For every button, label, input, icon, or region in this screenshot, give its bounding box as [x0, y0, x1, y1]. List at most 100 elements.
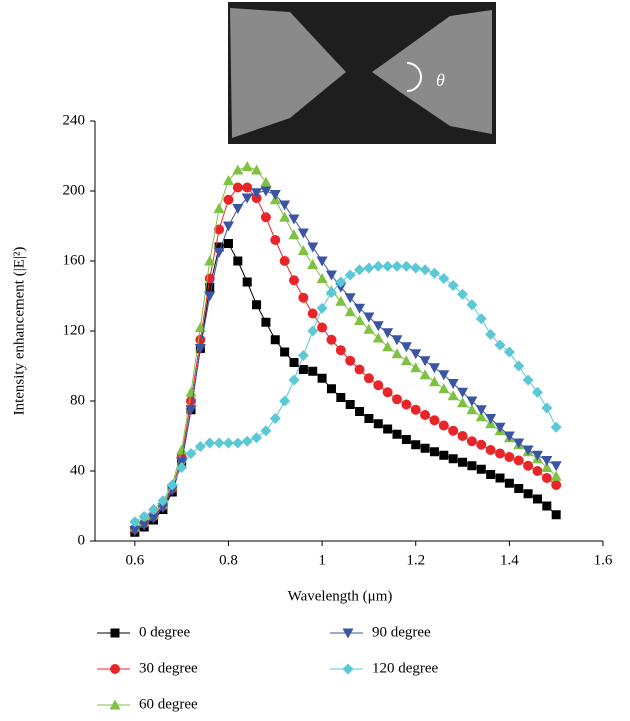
marker — [475, 405, 487, 416]
y-tick-label: 40 — [70, 462, 85, 478]
marker — [166, 485, 178, 496]
marker — [541, 456, 553, 466]
marker — [129, 526, 141, 536]
marker — [485, 445, 496, 455]
marker — [391, 348, 403, 359]
marker — [241, 435, 253, 447]
legend-label: 120 degree — [372, 660, 439, 676]
y-axis-label: Intensity enhancement (|E|²) — [11, 247, 27, 416]
marker — [279, 211, 291, 222]
marker — [475, 313, 487, 325]
marker — [550, 470, 562, 481]
marker — [503, 346, 515, 358]
marker — [363, 323, 375, 334]
marker — [280, 347, 290, 357]
marker — [345, 400, 355, 409]
marker — [550, 421, 562, 433]
marker — [232, 182, 243, 193]
marker — [222, 221, 234, 232]
marker — [458, 457, 468, 467]
marker — [308, 366, 318, 376]
marker — [551, 480, 562, 490]
marker — [419, 356, 431, 367]
marker — [157, 503, 169, 514]
marker — [251, 164, 263, 175]
marker — [485, 414, 497, 424]
marker — [261, 317, 271, 327]
left-triangle — [230, 8, 346, 138]
marker — [260, 212, 271, 223]
legend-item: 30 degree — [97, 660, 198, 676]
marker — [288, 374, 300, 386]
marker — [522, 374, 534, 386]
marker — [185, 386, 197, 397]
marker — [438, 370, 450, 381]
marker — [392, 394, 402, 405]
marker — [400, 342, 412, 353]
marker — [382, 328, 394, 339]
marker — [495, 473, 505, 483]
marker — [232, 204, 244, 214]
marker — [307, 242, 319, 253]
marker — [344, 306, 356, 317]
x-axis-label: Wavelength (μm) — [288, 588, 393, 604]
marker — [213, 247, 225, 258]
marker — [382, 260, 394, 272]
marker — [307, 308, 318, 319]
marker — [475, 411, 487, 422]
marker — [297, 350, 309, 361]
marker — [260, 186, 272, 197]
marker — [428, 376, 440, 387]
marker — [495, 448, 505, 459]
marker — [494, 339, 506, 351]
marker — [335, 295, 347, 306]
marker — [382, 387, 393, 398]
marker — [354, 303, 366, 314]
series-line — [134, 242, 557, 533]
marker — [400, 355, 412, 366]
legend-label: 0 degree — [139, 624, 191, 640]
marker — [325, 270, 337, 281]
marker — [251, 188, 263, 199]
marker — [194, 344, 206, 354]
marker — [523, 489, 533, 499]
legend-item: 60 degree — [97, 696, 198, 712]
marker — [401, 399, 412, 410]
marker — [541, 402, 553, 414]
legend-label: 30 degree — [139, 660, 198, 676]
marker — [242, 277, 252, 287]
marker — [410, 349, 422, 360]
marker — [439, 450, 449, 460]
marker — [342, 628, 354, 639]
marker — [466, 436, 477, 447]
marker — [466, 404, 478, 415]
marker — [260, 425, 272, 437]
marker — [466, 396, 478, 407]
legend-item: 90 degree — [330, 624, 431, 640]
marker — [428, 267, 440, 279]
legend-label: 90 degree — [372, 624, 431, 640]
marker — [138, 520, 150, 531]
x-tick-label: 1.2 — [406, 552, 425, 568]
marker — [457, 431, 468, 441]
marker — [316, 302, 328, 314]
marker — [223, 194, 234, 205]
marker — [383, 424, 393, 434]
marker — [325, 287, 337, 298]
marker — [513, 438, 525, 449]
marker — [476, 439, 487, 450]
marker — [326, 334, 337, 345]
marker — [447, 379, 459, 389]
marker — [289, 358, 299, 367]
marker — [532, 466, 543, 476]
marker — [223, 239, 233, 248]
marker — [251, 432, 263, 444]
marker — [531, 386, 543, 398]
marker — [335, 276, 347, 288]
marker — [241, 193, 253, 204]
marker — [148, 504, 160, 515]
marker — [494, 422, 506, 433]
marker — [541, 473, 552, 483]
marker — [448, 454, 458, 464]
marker — [551, 510, 561, 520]
